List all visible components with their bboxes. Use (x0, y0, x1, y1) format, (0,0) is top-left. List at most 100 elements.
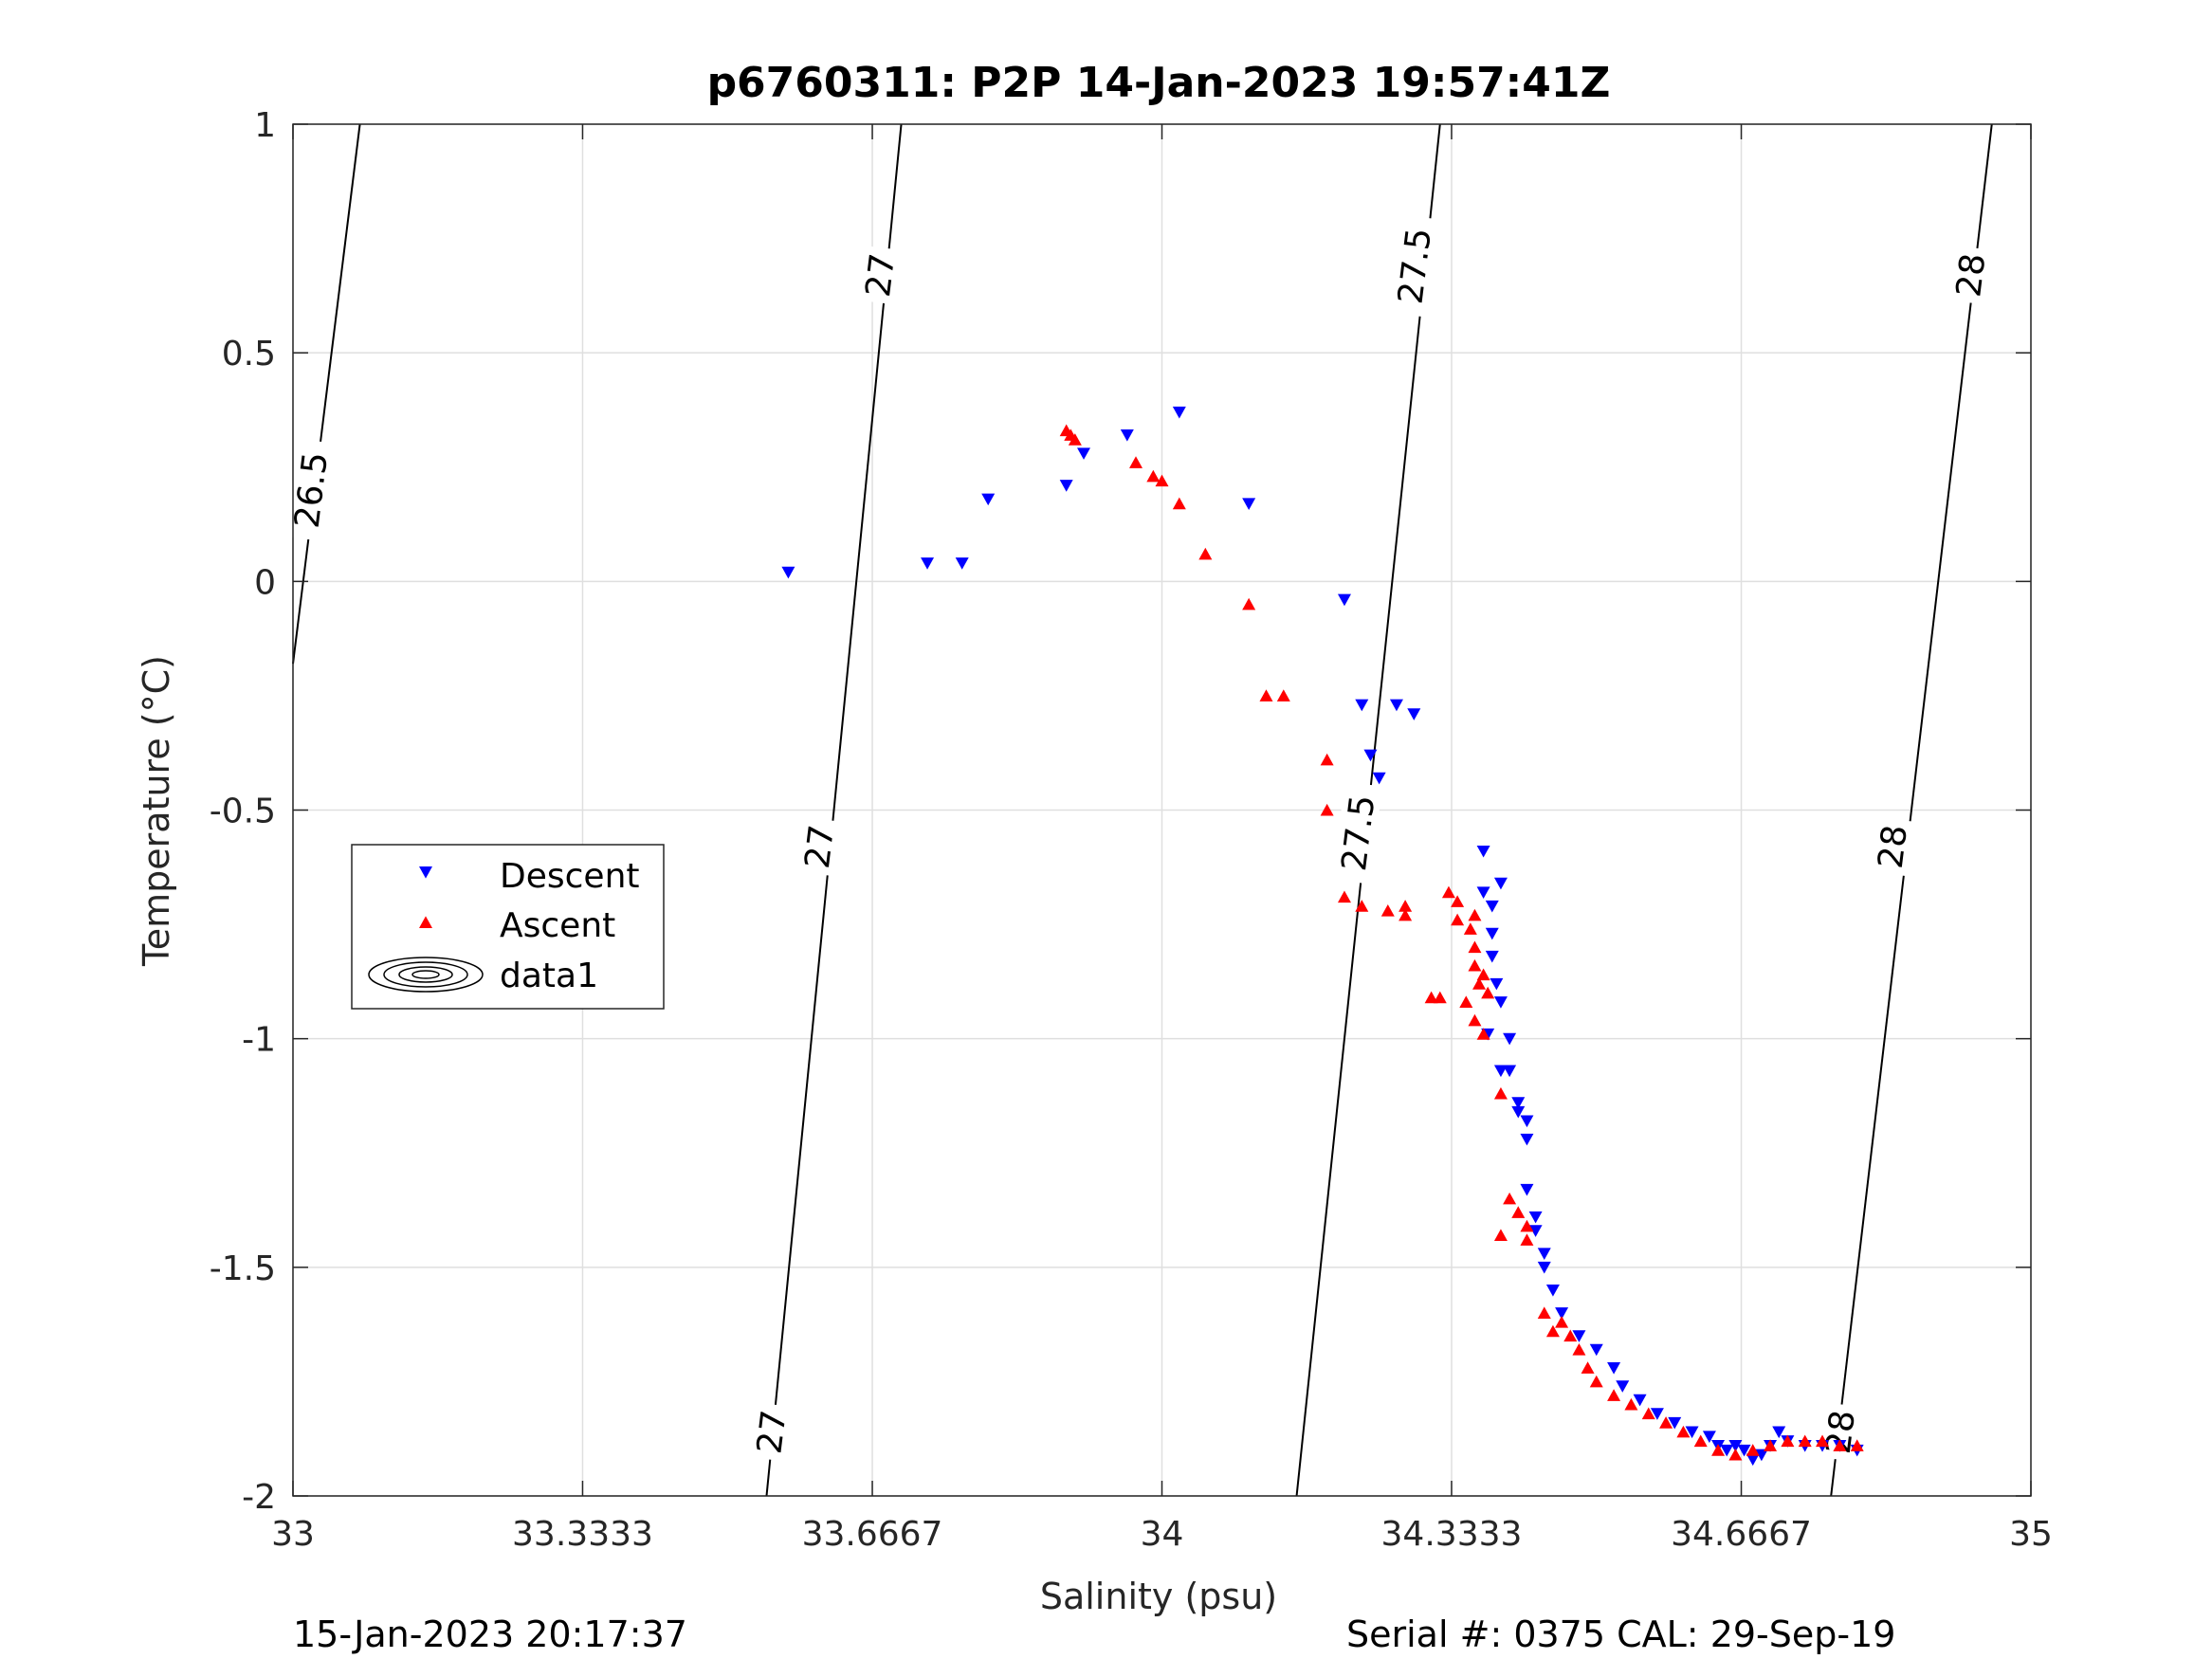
ascent-point (1198, 547, 1213, 560)
y-tick-label: -2 (242, 1478, 276, 1517)
ascent-point (1468, 1013, 1482, 1027)
descent-point (955, 557, 969, 570)
x-tick-label: 34.6667 (1671, 1515, 1812, 1554)
descent-point (981, 493, 996, 506)
contour-label: 27 (750, 1408, 794, 1455)
descent-point (1520, 1133, 1534, 1146)
x-tick-label: 34 (1141, 1515, 1184, 1554)
ascent-point (1459, 995, 1473, 1009)
ascent-point (1503, 1192, 1517, 1205)
ascent-point (1424, 991, 1438, 1004)
legend-data1-icon (368, 957, 484, 993)
ascent-point (1746, 1444, 1760, 1456)
chart-title: p6760311: P2P 14-Jan-2023 19:57:41Z (707, 59, 1611, 107)
ascent-point (1816, 1434, 1830, 1448)
contour-label-group: 27 (796, 816, 842, 877)
descent-point (1363, 749, 1378, 762)
descent-point (1059, 480, 1073, 492)
ascent-point (1476, 1028, 1490, 1040)
ascent-point (1068, 433, 1082, 446)
legend-label-1: Ascent (500, 906, 615, 945)
descent-point (1485, 927, 1499, 940)
contour-label: 27 (798, 823, 842, 870)
legend-label-0: Descent (500, 857, 640, 896)
contour-label: 27.5 (1392, 226, 1439, 306)
ascent-point (1798, 1434, 1812, 1448)
contour-label-group: 27.5 (1389, 214, 1439, 318)
legend-data1-icon (398, 966, 453, 983)
ascent-point (1276, 689, 1290, 702)
descent-point (1668, 1416, 1682, 1430)
contour-line-28 (1830, 123, 1993, 1497)
legend-data1-icon (411, 970, 440, 979)
ascent-point (1589, 1375, 1603, 1388)
descent-point (1511, 1105, 1526, 1119)
contour-line-26.5 (292, 123, 361, 665)
x-tick-label: 33.6667 (802, 1515, 943, 1554)
ascent-point (1472, 977, 1487, 990)
descent-point (781, 566, 795, 579)
ascent-point (1607, 1389, 1621, 1401)
descent-point (1528, 1225, 1543, 1237)
legend-data1-icon (383, 961, 468, 988)
x-axis-label: Salinity (psu) (1040, 1576, 1277, 1617)
ascent-point (1711, 1444, 1726, 1456)
legend: Descent Ascent data1 (351, 844, 665, 1010)
contour-label-bg (285, 438, 336, 541)
descent-point (1555, 1307, 1569, 1320)
descent-point (1355, 699, 1369, 712)
ascent-point (1172, 497, 1186, 510)
ascent-point (1320, 753, 1334, 766)
axes: 33 33.3333 33.6667 34 34.3333 34.6667 35 1 0.5 0 -… (210, 106, 2053, 1554)
ascent-point (1693, 1434, 1708, 1448)
contour-label-bg (1817, 1402, 1862, 1462)
contour-label-group: 27 (748, 1402, 795, 1462)
footer-serial-cal: Serial #: 0375 CAL: 29-Sep-19 (1346, 1613, 1895, 1655)
contour-label: 28 (1949, 251, 1993, 299)
descent-point (1407, 708, 1421, 720)
y-tick-label: 1 (254, 106, 276, 145)
contour-label: 28 (1872, 823, 1915, 870)
contour-label-group: 27 (857, 245, 903, 305)
descent-point (1172, 406, 1186, 419)
descent-point (1728, 1439, 1743, 1452)
y-tick-label: 0.5 (222, 335, 276, 374)
ascent-point (1433, 991, 1447, 1004)
contour-label-bg (1389, 214, 1439, 318)
contour-label-bg (748, 1402, 794, 1462)
ascent-point (1468, 958, 1482, 972)
descent-point (1537, 1248, 1551, 1261)
contour-label-group: 27.5 (1332, 781, 1382, 884)
contour-label-bg (857, 245, 903, 305)
descent-point (1633, 1394, 1647, 1407)
ascent-point (1155, 474, 1169, 487)
footer-timestamp: 15-Jan-2023 20:17:37 (293, 1613, 687, 1655)
descent-point (1650, 1408, 1664, 1420)
descent-point (1485, 950, 1499, 963)
ascent-point (1146, 469, 1161, 483)
descent-point (1746, 1453, 1760, 1467)
descent-point (1572, 1330, 1586, 1342)
legend-ascent-marker (419, 916, 432, 928)
descent-point (1120, 429, 1134, 442)
legend-descent-marker (419, 866, 432, 879)
descent-point (1702, 1431, 1716, 1443)
ascent-point (1242, 597, 1256, 611)
ascent-point (1451, 895, 1465, 907)
descent-point (1589, 1343, 1603, 1357)
ascent-point (1468, 908, 1482, 921)
descent-point (1476, 886, 1490, 899)
descent-point (1242, 498, 1256, 510)
ascent-point (1850, 1439, 1864, 1451)
ascent-point (1481, 986, 1495, 999)
descent-point (1503, 1032, 1517, 1046)
ascent-point (1398, 908, 1413, 921)
contour-label-bg (1332, 781, 1382, 884)
descent-point (1503, 1065, 1517, 1078)
ascent-point (1511, 1206, 1526, 1218)
y-tick-label: -1.5 (210, 1249, 276, 1288)
contour-line-27 (765, 123, 903, 1497)
axes-box (292, 123, 2032, 1497)
descent-point (1754, 1449, 1768, 1462)
